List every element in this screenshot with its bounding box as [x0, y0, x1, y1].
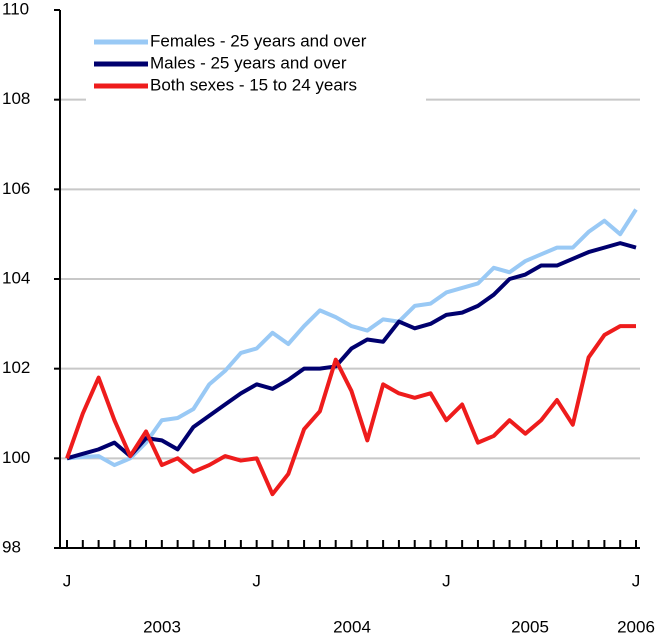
year-label: 2004	[333, 617, 371, 636]
x-tick-label: J	[252, 571, 261, 590]
year-label: 2003	[143, 617, 181, 636]
x-tick-label: J	[632, 571, 641, 590]
y-tick-label: 108	[2, 89, 30, 108]
x-tick-label: J	[63, 571, 72, 590]
y-tick-label: 98	[2, 537, 21, 556]
y-tick-label: 110	[2, 0, 29, 18]
y-tick-label: 104	[2, 268, 30, 287]
legend-label: Both sexes - 15 to 24 years	[150, 75, 357, 94]
legend-label: Females - 25 years and over	[150, 31, 367, 50]
series-line	[66, 208, 638, 468]
y-tick-label: 100	[2, 448, 30, 467]
series-line	[66, 241, 637, 461]
legend-label: Males - 25 years and over	[150, 53, 347, 72]
year-label: 2005	[511, 617, 549, 636]
y-tick-label: 102	[2, 358, 30, 377]
y-tick-label: 106	[2, 179, 30, 198]
series-line	[65, 324, 636, 497]
year-label: 2006	[617, 617, 655, 636]
x-tick-label: J	[442, 571, 451, 590]
